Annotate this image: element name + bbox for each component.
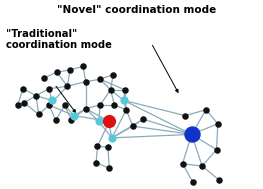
Point — [50, 99, 54, 102]
Point — [183, 114, 187, 117]
Point — [63, 104, 67, 107]
Point — [107, 167, 111, 170]
Text: "Novel" coordination mode: "Novel" coordination mode — [57, 5, 216, 15]
Point — [124, 108, 128, 111]
Point — [204, 108, 208, 111]
Point — [200, 164, 204, 167]
Point — [55, 71, 59, 74]
Point — [21, 87, 25, 90]
Point — [81, 65, 85, 68]
Point — [217, 179, 221, 182]
Point — [191, 181, 195, 184]
Point — [97, 120, 101, 123]
Point — [47, 104, 51, 107]
Point — [108, 88, 113, 91]
Point — [180, 162, 185, 165]
Point — [216, 122, 220, 125]
Point — [84, 107, 88, 110]
Point — [98, 78, 102, 81]
Point — [68, 68, 72, 71]
Point — [123, 88, 127, 91]
Point — [106, 118, 110, 121]
Point — [22, 101, 26, 104]
Point — [107, 120, 111, 123]
Point — [110, 136, 114, 139]
Point — [111, 73, 115, 76]
Point — [98, 104, 102, 107]
Text: "Traditional"
coordination mode: "Traditional" coordination mode — [6, 29, 112, 50]
Point — [141, 118, 145, 121]
Point — [42, 77, 46, 80]
Point — [37, 113, 41, 116]
Point — [190, 133, 194, 136]
Point — [112, 104, 117, 107]
Point — [131, 125, 135, 128]
Point — [72, 114, 76, 117]
Point — [84, 80, 88, 83]
Point — [94, 161, 98, 164]
Point — [54, 119, 58, 122]
Point — [34, 94, 38, 97]
Point — [50, 99, 54, 102]
Point — [16, 104, 20, 107]
Point — [214, 148, 219, 151]
Point — [69, 119, 73, 122]
Point — [122, 99, 126, 102]
Point — [95, 145, 100, 148]
Point — [65, 85, 69, 88]
Point — [106, 146, 110, 149]
Point — [47, 87, 51, 90]
